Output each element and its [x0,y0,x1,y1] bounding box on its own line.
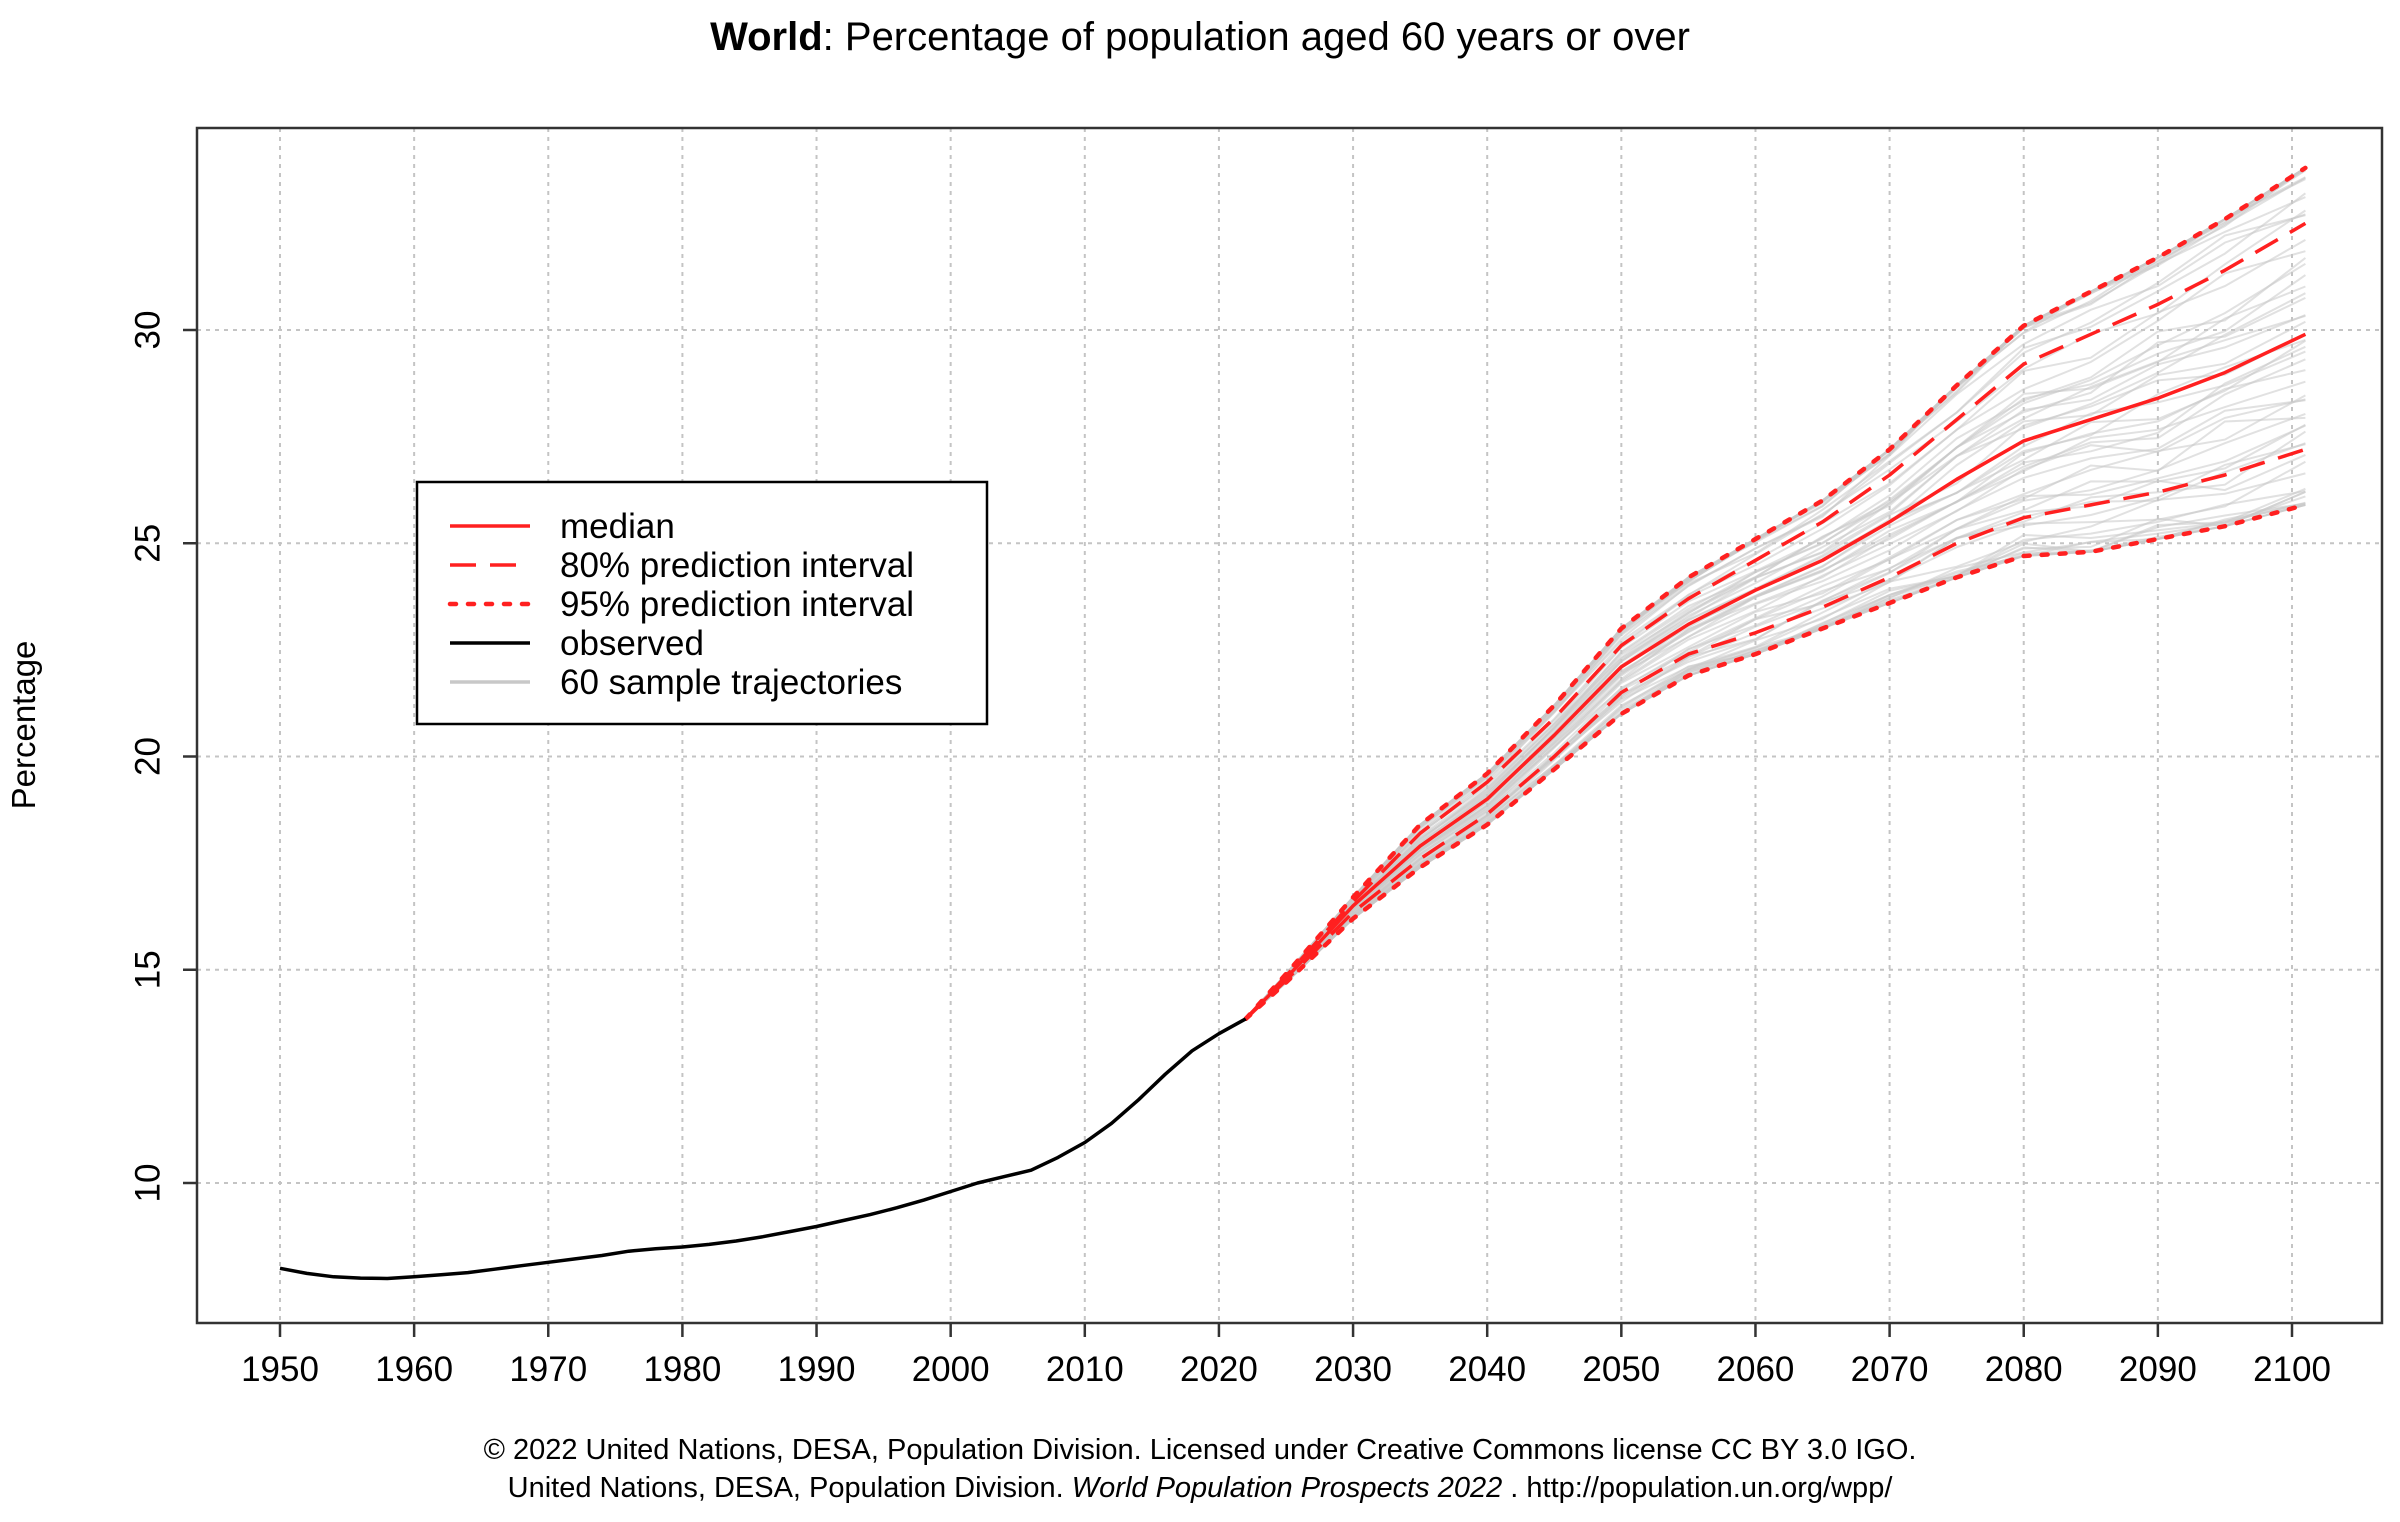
chart-title-bold: World [710,15,823,59]
legend-label-4: observed [560,624,704,663]
x-tick-label-2080: 2080 [1985,1350,2063,1389]
sample-trajectory-15 [1245,239,2306,1020]
x-tick-label-1950: 1950 [241,1350,319,1389]
sample-trajectory-49 [1245,314,2306,1020]
sample-trajectory-10 [1245,314,2306,1020]
series-80-upper [1244,221,2307,1020]
x-tick-label-1990: 1990 [778,1350,856,1389]
sample-trajectory-44 [1245,167,2306,1020]
y-tick-label-15: 15 [129,950,168,989]
sample-trajectory-30 [1245,167,2306,1020]
x-axis: 1950 1960 1970 1980 1990 2000 2010 2020 2030 2040… [241,1323,2331,1389]
x-tick-label-1980: 1980 [643,1350,721,1389]
sample-trajectory-38 [1245,167,2306,1020]
series-95-lower [1243,502,2308,1022]
x-tick-label-1960: 1960 [375,1350,453,1389]
x-tick-label-1970: 1970 [509,1350,587,1389]
x-tick-label-2020: 2020 [1180,1350,1258,1389]
chart-title: World: Percentage of population aged 60 … [710,15,1690,59]
y-tick-label-25: 25 [129,524,168,563]
footer-copyright: © 2022 United Nations, DESA, Population … [484,1434,1917,1466]
x-tick-label-2030: 2030 [1314,1350,1392,1389]
sample-trajectory-43 [1245,178,2306,1020]
sample-trajectory-53 [1245,213,2306,1020]
footer-citation-start: United Nations, DESA, Population Divisio… [508,1472,1072,1504]
sample-trajectory-40 [1245,460,2306,1020]
x-tick-label-2000: 2000 [912,1350,990,1389]
sample-trajectory-57 [1245,345,2306,1020]
sample-trajectory-24 [1245,167,2306,1020]
sample-trajectories [1245,167,2307,1020]
legend-label-3: 95% prediction interval [560,585,914,624]
x-tick-label-2040: 2040 [1448,1350,1526,1389]
sample-trajectory-32 [1245,394,2306,1020]
grid [197,128,2382,1323]
sample-trajectory-19 [1245,167,2306,1020]
sample-trajectory-55 [1245,262,2306,1020]
series-observed [279,1017,1247,1281]
y-tick-label-20: 20 [129,737,168,776]
sample-trajectory-5 [1245,358,2306,1020]
sample-trajectory-3 [1245,495,2306,1020]
legend-label-5: 60 sample trajectories [560,663,902,702]
sample-trajectory-11 [1245,339,2306,1020]
sample-trajectory-48 [1245,167,2306,1020]
sample-trajectory-45 [1245,416,2306,1020]
legend-label-1: median [560,507,675,546]
sample-trajectory-50 [1245,338,2306,1020]
sample-trajectory-16 [1245,296,2306,1020]
series-median [1244,332,2307,1021]
plot-frame [195,126,2384,1325]
chart-title-rest: : Percentage of population aged 60 years… [823,15,1690,59]
y-tick-label-10: 10 [129,1164,168,1203]
sample-trajectory-52 [1245,423,2306,1020]
sample-trajectory-29 [1245,285,2306,1020]
legend-label-2: 80% prediction interval [560,546,914,585]
x-tick-label-2070: 2070 [1851,1350,1929,1389]
x-tick-label-2090: 2090 [2119,1350,2197,1389]
x-tick-label-2100: 2100 [2253,1350,2331,1389]
sample-trajectory-13 [1245,424,2306,1020]
footer-citation: United Nations, DESA, Population Divisio… [508,1472,1894,1504]
footer-citation-end: . http://population.un.org/wpp/ [1502,1472,1893,1504]
x-tick-label-2050: 2050 [1582,1350,1660,1389]
sample-trajectory-18 [1245,380,2306,1020]
sample-trajectory-56 [1245,320,2306,1020]
series-80-lower [1244,447,2306,1021]
series-95-upper [1243,165,2308,1022]
footer-citation-title: World Population Prospects 2022 [1072,1472,1502,1504]
y-tick-label-30: 30 [129,311,168,350]
sample-trajectory-31 [1245,369,2306,1020]
x-tick-label-2010: 2010 [1046,1350,1124,1389]
sample-trajectory-22 [1245,487,2306,1020]
y-axis: 10 15 20 25 30 [129,311,197,1203]
x-tick-label-2060: 2060 [1717,1350,1795,1389]
y-axis-label: Percentage [5,641,42,810]
series-lines [279,165,2308,1281]
